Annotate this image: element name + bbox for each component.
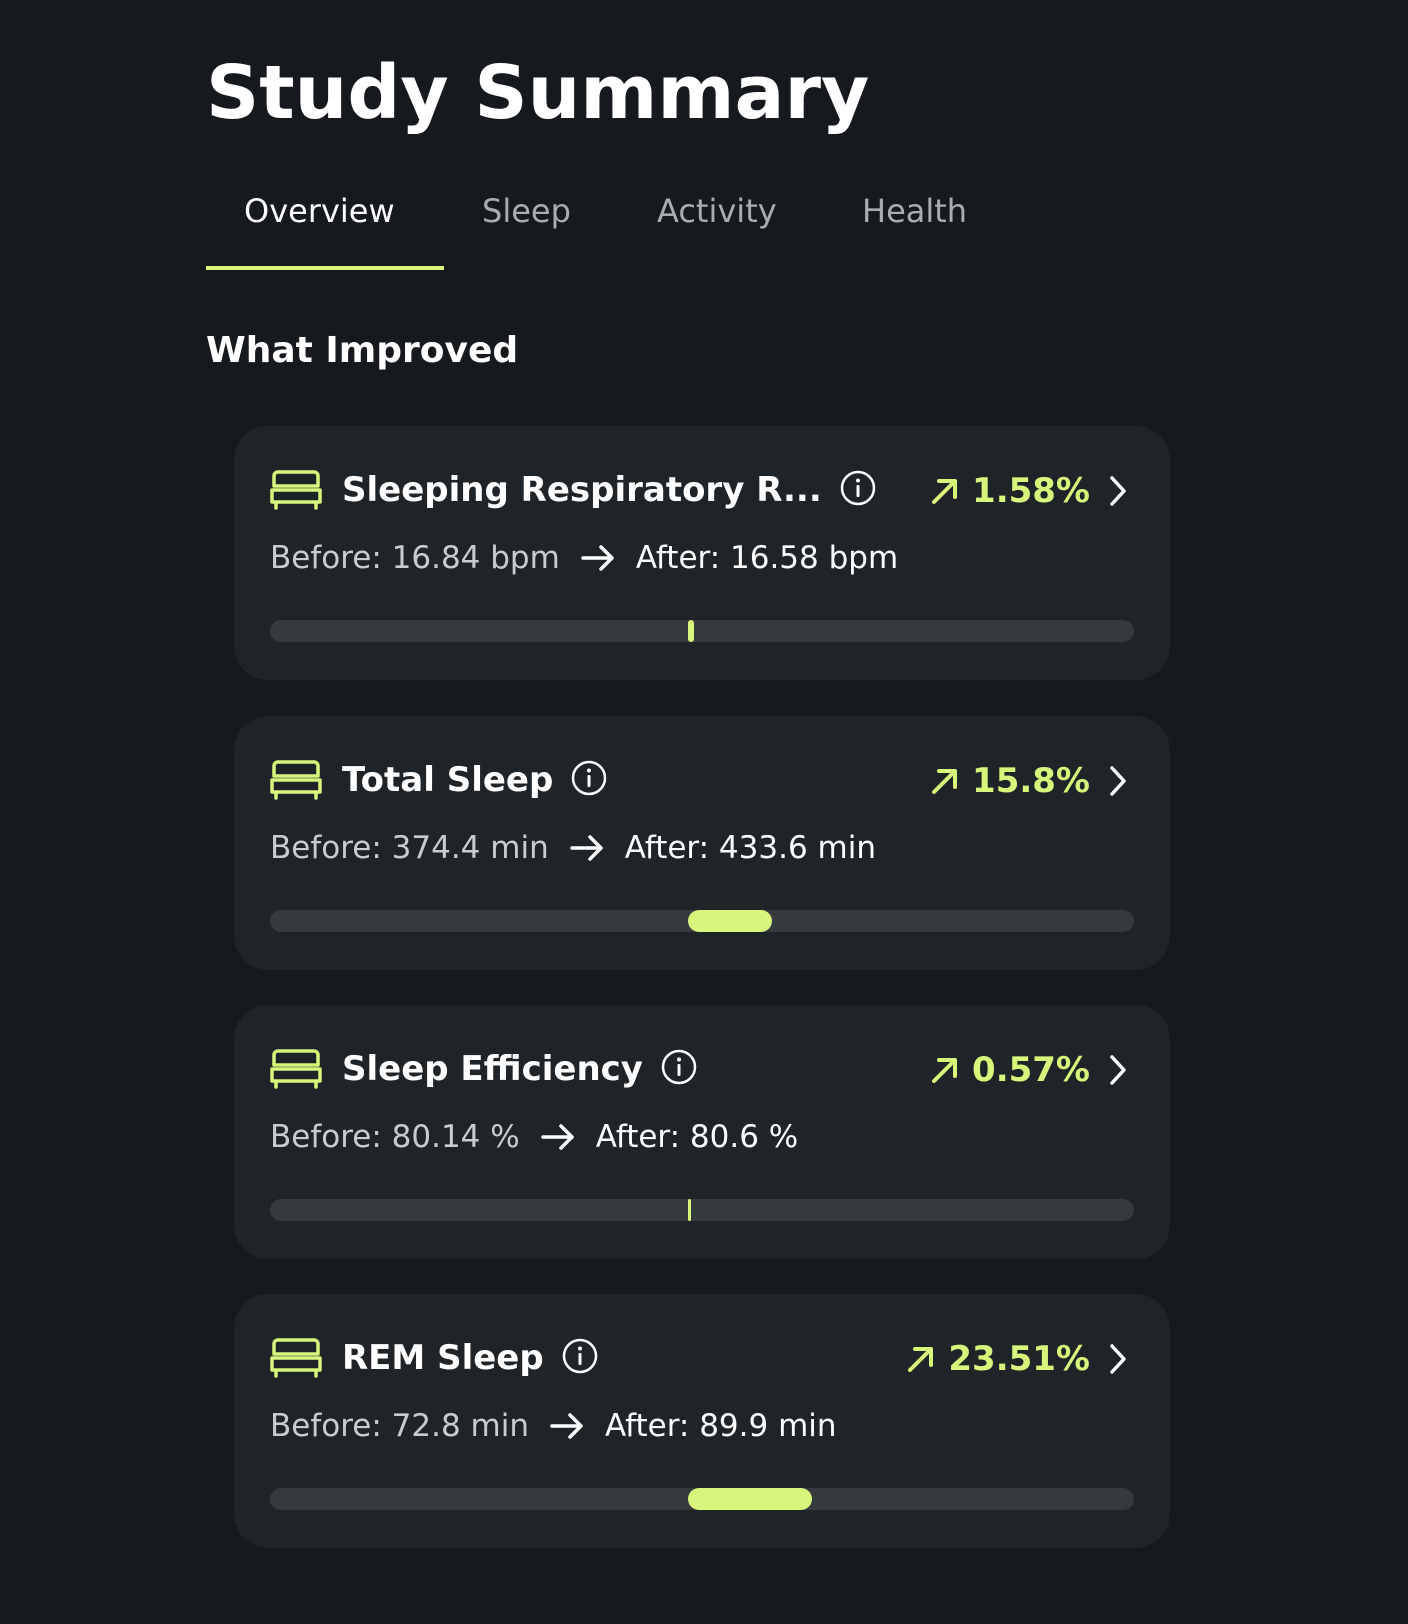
before-after-row: Before: 80.14 % After: 80.6 % [270,1119,798,1155]
bed-icon [270,1338,322,1378]
metric-card-rem-sleep[interactable]: REM Sleep 23.51% Before: 72.8 min After:… [234,1294,1170,1548]
change-group: 0.57% [928,1049,1130,1091]
metric-name: REM Sleep [342,1338,544,1378]
metric-name: Sleep Efficiency [342,1049,643,1089]
trend-up-icon [932,479,958,504]
info-icon[interactable] [661,1049,697,1085]
info-icon[interactable] [571,760,607,796]
tab-activity[interactable]: Activity [657,192,777,230]
chevron-right-icon[interactable] [1106,764,1130,798]
after-value: After: 89.9 min [605,1408,837,1444]
after-value: After: 16.58 bpm [635,540,899,576]
change-group: 1.58% [928,470,1130,512]
change-bar-fill [688,910,772,932]
tab-sleep[interactable]: Sleep [482,192,571,230]
trend-up-icon [908,1347,934,1372]
before-after-row: Before: 72.8 min After: 89.9 min [270,1408,837,1444]
metric-card-sleep-efficiency[interactable]: Sleep Efficiency 0.57% Before: 80.14 % A… [234,1005,1170,1259]
change-value: 0.57% [972,1050,1090,1090]
change-bar-track [270,1488,1134,1510]
arrow-right-icon [540,1124,574,1150]
before-value: Before: 80.14 % [270,1119,520,1155]
metric-card-respiratory-rate[interactable]: Sleeping Respiratory R... 1.58% Before: … [234,426,1170,680]
before-after-row: Before: 16.84 bpm After: 16.58 bpm [270,540,898,576]
tab-bar: Overview Sleep Activity Health [206,180,1026,272]
trend-up-icon [932,1058,958,1083]
after-value: After: 433.6 min [624,830,876,866]
trend-up-icon [932,769,958,794]
bed-icon [270,470,322,510]
active-tab-indicator [206,266,444,270]
arrow-right-icon [581,545,614,571]
arrow-right-icon [569,835,603,861]
bed-icon [270,760,322,800]
change-bar-fill [688,620,694,642]
before-value: Before: 72.8 min [270,1408,529,1444]
tab-overview[interactable]: Overview [244,192,395,230]
metric-name: Sleeping Respiratory R... [342,470,822,510]
info-icon[interactable] [840,470,876,506]
info-icon[interactable] [562,1338,598,1374]
page-title: Study Summary [206,50,870,136]
section-title: What Improved [206,330,519,371]
change-bar-fill [688,1199,691,1221]
chevron-right-icon[interactable] [1106,1053,1130,1087]
change-bar-track [270,910,1134,932]
chevron-right-icon[interactable] [1106,474,1130,508]
change-bar-track [270,1199,1134,1221]
change-value: 1.58% [972,471,1090,511]
change-group: 15.8% [928,760,1130,802]
metric-name: Total Sleep [342,760,554,800]
change-bar-fill [688,1488,813,1510]
change-group: 23.51% [904,1338,1130,1380]
before-after-row: Before: 374.4 min After: 433.6 min [270,830,876,866]
change-value: 23.51% [948,1339,1090,1379]
change-value: 15.8% [972,761,1090,801]
bed-icon [270,1049,322,1089]
before-value: Before: 16.84 bpm [270,540,560,576]
tab-health[interactable]: Health [862,192,968,230]
after-value: After: 80.6 % [595,1119,799,1155]
chevron-right-icon[interactable] [1106,1342,1130,1376]
metric-card-total-sleep[interactable]: Total Sleep 15.8% Before: 374.4 min Afte… [234,716,1170,970]
change-bar-track [270,620,1134,642]
before-value: Before: 374.4 min [270,830,549,866]
arrow-right-icon [550,1413,583,1439]
